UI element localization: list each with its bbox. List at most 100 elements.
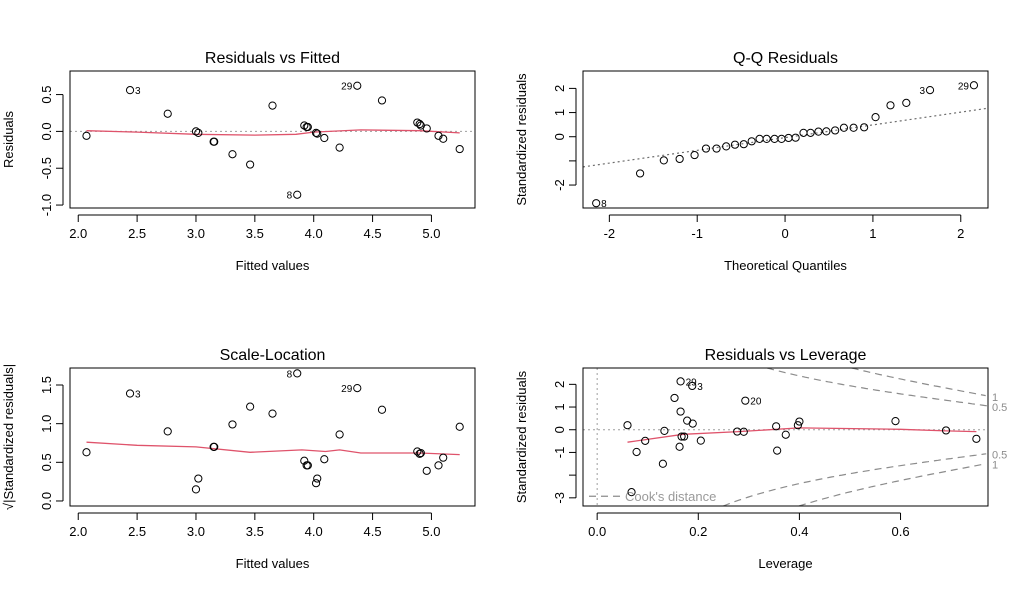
data-point xyxy=(972,434,981,443)
x-tick-label: 4.5 xyxy=(364,226,382,241)
data-point xyxy=(455,144,464,154)
point-label: 3 xyxy=(135,86,141,97)
x-tick-label: 4.0 xyxy=(305,226,323,241)
data-point xyxy=(733,427,742,436)
data-point xyxy=(320,455,329,464)
y-axis-label: Standardized residuals xyxy=(514,73,529,206)
data-point xyxy=(925,85,935,95)
x-axis-label: Fitted values xyxy=(236,258,310,273)
data-point xyxy=(422,124,431,133)
data-point xyxy=(791,133,800,142)
data-point xyxy=(163,109,172,118)
y-axis-label: Standardized residuals xyxy=(514,370,529,503)
chart-title: Residuals vs Fitted xyxy=(205,50,340,67)
y-tick-label: -0.5 xyxy=(39,157,54,179)
data-point xyxy=(268,409,277,418)
data-point xyxy=(839,123,849,132)
data-point xyxy=(415,449,424,458)
data-point xyxy=(377,96,387,105)
cooks-level-label: 0.5 xyxy=(992,402,1007,414)
data-point xyxy=(688,381,697,391)
data-point xyxy=(677,432,686,441)
data-point xyxy=(246,402,255,411)
x-tick-label: 2.5 xyxy=(128,524,146,539)
data-point xyxy=(335,143,344,152)
data-point xyxy=(793,421,802,430)
data-point xyxy=(730,140,740,149)
plot-area xyxy=(70,129,475,136)
plot-area xyxy=(583,368,988,506)
x-tick-label: -1 xyxy=(691,226,703,241)
data-point xyxy=(806,128,815,137)
data-point xyxy=(683,416,692,425)
x-tick-label: 3.0 xyxy=(187,524,205,539)
panel-1: Residuals vs Fitted Fitted values Residual… xyxy=(1,50,476,273)
data-point xyxy=(860,123,869,132)
y-tick-label: 2 xyxy=(552,85,567,92)
x-tick-label: 0.6 xyxy=(891,524,909,539)
y-tick-label: 0.5 xyxy=(39,86,54,104)
point-label: 20 xyxy=(750,397,762,408)
data-point xyxy=(941,426,951,435)
data-point xyxy=(592,199,601,208)
panel-3: Scale-Location Fitted values √|Standardize… xyxy=(1,347,476,571)
data-point xyxy=(739,427,748,436)
x-tick-label: 1 xyxy=(869,226,876,241)
point-label: 29 xyxy=(958,81,970,92)
data-point xyxy=(886,101,895,110)
panel-4: Residuals vs Leverage Leverage Standardize… xyxy=(514,347,1007,571)
data-point xyxy=(849,123,858,132)
x-tick-label: 3.5 xyxy=(246,226,264,241)
plot-area xyxy=(583,107,988,168)
y-axis-label: Residuals xyxy=(1,110,16,168)
data-point xyxy=(871,113,880,122)
y-tick-label: 0 xyxy=(552,426,567,433)
data-point xyxy=(627,488,636,497)
data-point xyxy=(747,137,756,146)
point-label: 29 xyxy=(341,82,353,93)
point-label: 8 xyxy=(287,191,293,202)
data-point xyxy=(82,131,91,140)
cooks-legend-label: Cook's distance xyxy=(625,489,716,504)
data-point xyxy=(455,422,464,431)
data-point xyxy=(722,142,731,151)
x-tick-label: 2.0 xyxy=(69,226,87,241)
x-tick-label: 0.4 xyxy=(790,524,808,539)
data-point xyxy=(739,140,748,149)
data-point xyxy=(675,154,684,164)
data-point xyxy=(623,421,632,430)
cooks-level-label: 1 xyxy=(992,392,998,404)
data-point xyxy=(353,384,362,393)
data-point xyxy=(125,86,135,95)
data-point xyxy=(439,453,448,462)
x-tick-label: 5.0 xyxy=(422,226,440,241)
data-point xyxy=(675,442,684,451)
data-point xyxy=(822,127,831,136)
data-point xyxy=(313,129,322,138)
y-tick-label: 1.0 xyxy=(39,415,54,433)
data-point xyxy=(670,393,679,403)
data-point xyxy=(163,427,172,436)
panel-2: Q-Q Residuals Theoretical Quantiles Standa… xyxy=(514,50,989,273)
plot-frame xyxy=(69,70,476,209)
point-label: 29 xyxy=(341,384,353,395)
data-point xyxy=(795,417,804,426)
cooks-contour xyxy=(851,368,986,397)
data-point xyxy=(712,144,721,153)
chart-title: Residuals vs Leverage xyxy=(705,347,867,364)
data-point xyxy=(439,134,448,143)
x-tick-label: -2 xyxy=(604,226,616,241)
data-point xyxy=(659,156,668,165)
x-tick-label: 2.0 xyxy=(69,524,87,539)
data-point xyxy=(210,137,219,146)
cooks-level-label: 1 xyxy=(992,459,998,471)
chart-title: Scale-Location xyxy=(220,347,326,364)
cooks-contour xyxy=(798,463,987,506)
data-point xyxy=(293,369,302,378)
data-point xyxy=(755,134,764,143)
qq-reference-line xyxy=(583,107,988,168)
plot-area xyxy=(86,441,460,456)
data-point xyxy=(194,474,203,483)
data-point xyxy=(82,448,91,457)
x-tick-label: 0.0 xyxy=(588,524,606,539)
